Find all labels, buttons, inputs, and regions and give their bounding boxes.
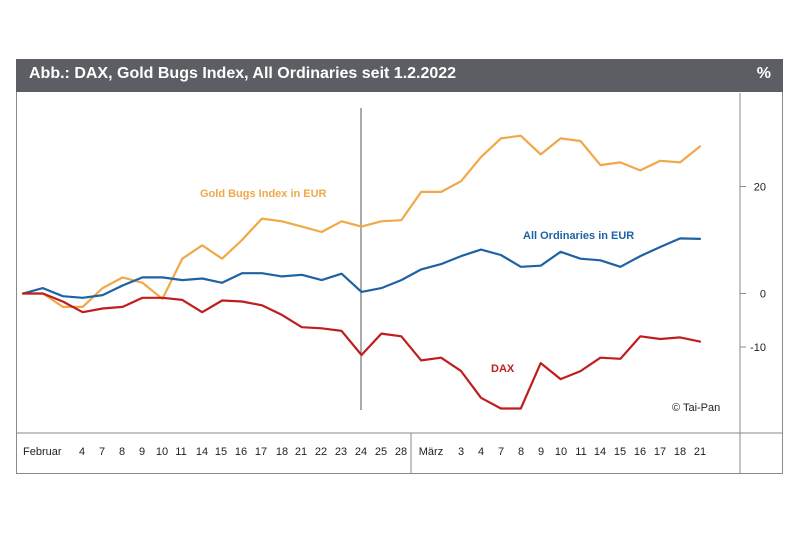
series-lines [21, 134, 702, 410]
x-tick-label: 10 [555, 446, 567, 458]
x-tick-label: 4 [478, 446, 484, 458]
x-tick-label: 14 [594, 446, 606, 458]
series-label-2: DAX [491, 363, 515, 375]
x-tick-label: 18 [674, 446, 686, 458]
y-tick-label: 0 [760, 289, 766, 301]
x-tick-label: 17 [255, 446, 267, 458]
x-tick-label: 15 [215, 446, 227, 458]
x-tick-label: 11 [575, 446, 586, 458]
x-tick-label: 21 [295, 446, 307, 458]
x-tick-label: 7 [498, 446, 504, 458]
x-tick-label: 16 [634, 446, 646, 458]
x-tick-label: Februar [23, 446, 62, 458]
title-bar: Abb.: DAX, Gold Bugs Index, All Ordinari… [16, 59, 783, 92]
x-tick-label: 23 [335, 446, 347, 458]
chart-title: Abb.: DAX, Gold Bugs Index, All Ordinari… [29, 65, 457, 82]
x-tick-label: 21 [694, 446, 706, 458]
x-tick-label: 8 [518, 446, 524, 458]
y-tick-label: -10 [750, 342, 766, 354]
axis-ticks: 20 0 -10 Februar 4 7 8 9 10 11 14 15 16 17 18 21 22 23 24 2… [23, 182, 766, 459]
x-tick-label: 24 [355, 446, 367, 458]
chart-grid [16, 93, 783, 474]
series-line-2 [21, 292, 702, 410]
x-tick-label: 9 [538, 446, 544, 458]
x-tick-label: 25 [375, 446, 387, 458]
series-labels: Gold Bugs Index in EUR All Ordinaries in … [200, 188, 634, 375]
x-tick-label: März [419, 446, 443, 458]
series-line-1 [21, 237, 702, 299]
x-tick-label: 9 [139, 446, 145, 458]
x-tick-label: 14 [196, 446, 208, 458]
x-tick-label: 22 [315, 446, 327, 458]
x-tick-label: 16 [235, 446, 247, 458]
x-tick-label: 15 [614, 446, 626, 458]
x-tick-label: 10 [156, 446, 168, 458]
series-label-0: Gold Bugs Index in EUR [200, 188, 327, 200]
x-tick-label: 17 [654, 446, 666, 458]
x-tick-label: 4 [79, 446, 85, 458]
series-label-1: All Ordinaries in EUR [523, 230, 634, 242]
x-tick-label: 11 [175, 446, 186, 458]
unit-label: % [756, 65, 771, 82]
x-tick-label: 18 [276, 446, 288, 458]
y-tick-label: 20 [754, 182, 766, 194]
x-tick-label: 8 [119, 446, 125, 458]
x-tick-label: 28 [395, 446, 407, 458]
x-tick-label: 7 [99, 446, 105, 458]
source-credit: © Tai-Pan [672, 402, 720, 414]
x-tick-label: 3 [458, 446, 464, 458]
